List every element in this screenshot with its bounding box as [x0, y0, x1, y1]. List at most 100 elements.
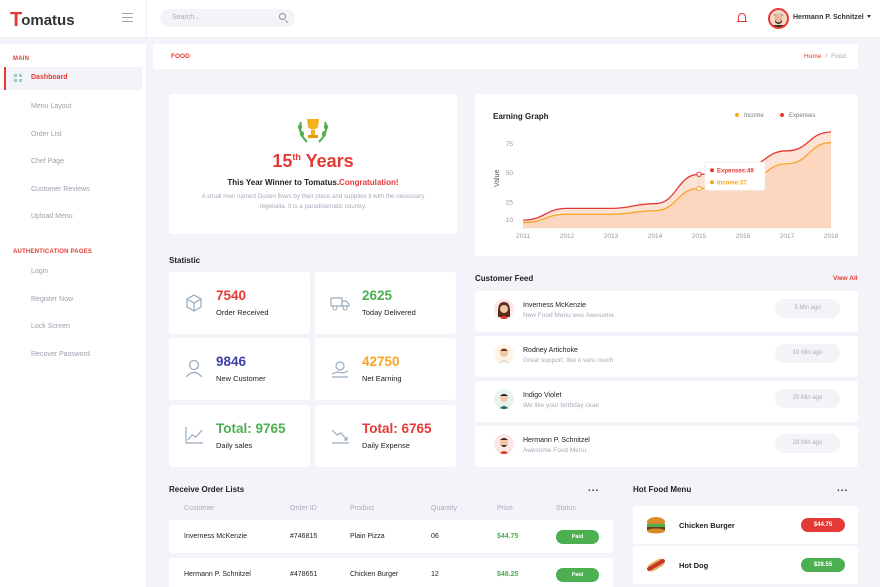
x-tick-label: 2017: [780, 233, 795, 240]
stat-value: 9846: [216, 354, 247, 369]
hot-food-more-icon[interactable]: ...: [837, 483, 849, 494]
y-axis-label: Value: [494, 170, 501, 187]
feed-item[interactable]: Rodney Artichoke Great support, like it …: [475, 336, 858, 377]
x-tick-label: 2011: [516, 233, 530, 240]
status-badge: Paid: [556, 530, 599, 544]
bell-icon[interactable]: [737, 13, 747, 22]
hot-food-name: Hot Dog: [679, 561, 709, 570]
feed-message: Great support, like it veru much: [523, 357, 614, 364]
search-input[interactable]: Search...: [160, 9, 295, 27]
x-tick-label: 2015: [692, 233, 707, 240]
stat-value: 2625: [362, 288, 393, 303]
user-menu[interactable]: Hermann P. Schnitzel: [793, 14, 871, 21]
chevron-down-icon: [866, 15, 871, 18]
hot-food-item[interactable]: Hot Dog $28.55: [633, 546, 858, 584]
sidebar-item-dashboard[interactable]: Dashboard: [4, 67, 142, 90]
sidebar-item-menu-layout[interactable]: Menu Layout: [31, 103, 72, 110]
feed-item[interactable]: Hermann P. Schnitzel Awesome Food Menu 2…: [475, 426, 858, 467]
burger-icon: [647, 517, 665, 534]
column-status: Status: [556, 505, 576, 512]
column-price: Price: [497, 505, 513, 512]
stat-card: Total: 6765 Daily Expense: [315, 405, 456, 467]
chart-up-icon: [185, 427, 203, 444]
award-card: 15th Years This Year Winner to Tomatus.C…: [169, 94, 457, 234]
view-all-link[interactable]: View All: [833, 275, 858, 282]
sidebar-item-chef-page[interactable]: Chef Page: [31, 158, 65, 165]
sidebar-item-label: Dashboard: [31, 74, 68, 81]
orders-more-icon[interactable]: ...: [588, 483, 600, 494]
sidebar: MAIN Dashboard Menu Layout Order List Ch…: [0, 44, 146, 587]
box-icon: [186, 294, 202, 312]
column-customer: Customer: [184, 505, 215, 512]
earning-chart: 10 25 50 75 2011 2012 2013 2014 2015 2016 2017 2018…: [494, 131, 839, 240]
stat-value: Total: 9765: [216, 421, 286, 436]
stat-label: Daily sales: [216, 441, 253, 450]
feed-name: Indigo Violet: [523, 392, 562, 399]
table-row[interactable]: [169, 520, 613, 553]
price-badge: $28.55: [801, 558, 845, 572]
divider: [146, 0, 147, 38]
money-icon: [331, 361, 349, 378]
chart-down-icon: [331, 429, 349, 444]
stat-value: 7540: [216, 288, 247, 303]
series-line-income: [522, 141, 832, 224]
legend-expenses: Expenses: [780, 113, 815, 119]
breadcrumb-home[interactable]: Home: [804, 53, 822, 60]
sidebar-item-customer-reviews[interactable]: Customer Reviews: [31, 186, 90, 193]
feed-item[interactable]: Indigo Violet We like your birthday ckae…: [475, 381, 858, 422]
avatar[interactable]: [768, 8, 789, 29]
sidebar-item-upload-menu[interactable]: Upload Menu: [31, 213, 73, 220]
stat-label: Daily Expense: [362, 441, 410, 450]
earning-graph-card: Earning Graph Income Expenses 10 25 50 75 20…: [475, 94, 858, 256]
series-area-income: [523, 142, 831, 228]
feed-item[interactable]: Inverness McKenzie New Food Menu wes Awe…: [475, 291, 858, 332]
y-tick-label: 75: [506, 141, 514, 148]
orders-title: Receive Order Lists: [169, 485, 245, 494]
y-tick-label: 25: [506, 200, 514, 207]
stat-card: 7540 Order Received: [169, 272, 310, 334]
search-icon[interactable]: [279, 13, 286, 20]
breadcrumb: Home / Food: [804, 53, 846, 60]
avatar: [494, 344, 514, 364]
sidebar-heading-auth: AUTHENTICATION PAGES: [13, 249, 93, 255]
feed-time-badge: 25 Min ago: [775, 389, 840, 408]
x-tick-label: 2018: [824, 233, 839, 240]
y-tick-label: 50: [506, 170, 514, 177]
menu-toggle-icon[interactable]: [122, 13, 133, 22]
user-name: Hermann P. Schnitzel: [793, 14, 864, 21]
sidebar-heading-main: MAIN: [13, 56, 30, 62]
x-tick-label: 2014: [648, 233, 663, 240]
hot-food-name: Chicken Burger: [679, 521, 735, 530]
tooltip-income-dot: [710, 180, 714, 185]
feed-name: Inverness McKenzie: [523, 302, 587, 309]
stat-card: 42750 Net Earning: [315, 338, 456, 400]
feed-time-badge: 10 Min ago: [775, 344, 840, 363]
customer-feed-title: Customer Feed: [475, 274, 534, 283]
stat-label: Net Earning: [362, 374, 402, 383]
avatar: [494, 389, 514, 409]
table-row[interactable]: [169, 558, 613, 587]
sidebar-item-order-list[interactable]: Order List: [31, 131, 62, 138]
hot-food-item[interactable]: Chicken Burger $44.75: [633, 506, 858, 544]
award-years: 15th Years: [272, 151, 354, 171]
stat-value: Total: 6765: [362, 421, 432, 436]
stat-label: Today Delivered: [362, 308, 416, 317]
stat-label: New Customer: [216, 374, 266, 383]
sidebar-item-register[interactable]: Register Now: [31, 296, 74, 303]
search-placeholder: Search...: [172, 14, 201, 21]
chart-title: Earning Graph: [493, 112, 549, 121]
tooltip-expenses: Expenses:49: [717, 168, 754, 174]
sidebar-item-lock-screen[interactable]: Lock Screen: [31, 323, 70, 330]
tooltip-box: [704, 161, 766, 191]
sidebar-item-login[interactable]: Login: [31, 268, 49, 275]
stat-label: Order Received: [216, 308, 269, 317]
statistic-title: Statistic: [169, 256, 201, 265]
hot-dog-icon: [647, 558, 665, 572]
point-income-2015: [696, 185, 702, 192]
cell-quantity: 12: [431, 571, 439, 578]
feed-time-badge: 5 Min ago: [775, 299, 840, 318]
x-tick-label: 2016: [736, 233, 751, 240]
sidebar-item-recover-password[interactable]: Recover Password: [31, 351, 90, 358]
trophy-icon: [298, 119, 328, 143]
